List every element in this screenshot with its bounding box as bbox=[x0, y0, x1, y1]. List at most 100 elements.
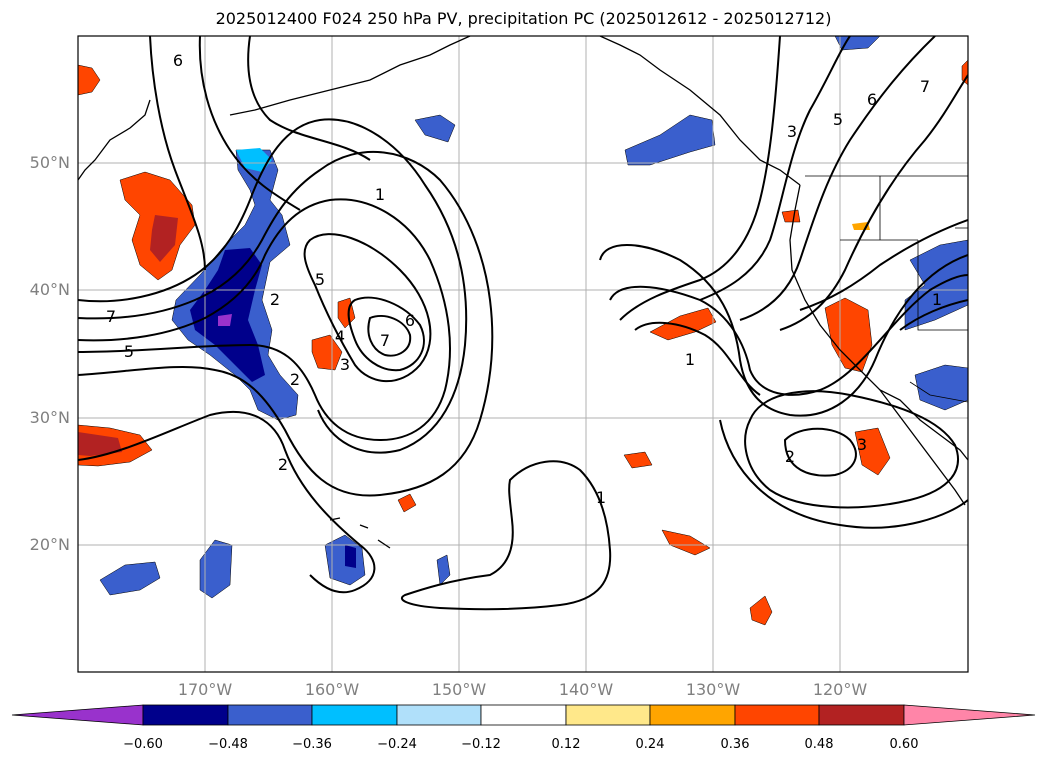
contour-tail-3 bbox=[247, 36, 371, 161]
lon-label-170w: 170°W bbox=[177, 680, 233, 699]
neg-field-light bbox=[236, 148, 272, 172]
borders bbox=[805, 175, 968, 403]
contour-sub-inner bbox=[783, 427, 857, 477]
contour-label: 5 bbox=[124, 342, 134, 361]
colorbar-extend-low bbox=[11, 704, 144, 726]
contour-ridge-5 bbox=[799, 219, 968, 311]
pos-field-b bbox=[311, 334, 343, 371]
coast-baja bbox=[879, 389, 966, 506]
neg-field-ne2 bbox=[624, 114, 716, 166]
contour-central-3 bbox=[634, 321, 761, 396]
contour-label-group: 7 5 6 5 4 3 2 2 1 6 7 1 2 1 3 5 6 7 1 2 … bbox=[106, 51, 942, 507]
border-us-mexico bbox=[909, 381, 968, 403]
contour-label: 2 bbox=[785, 447, 795, 466]
pos-field-h bbox=[661, 529, 711, 556]
contour-label: 3 bbox=[787, 122, 797, 141]
pos-field-nw-core bbox=[150, 215, 178, 262]
colorbar-tick-label: −0.36 bbox=[292, 737, 332, 752]
lat-label-50n: 50°N bbox=[29, 153, 70, 172]
colorbar-segment bbox=[818, 704, 905, 726]
colorbar-tick-label: 0.48 bbox=[804, 737, 834, 752]
contour-trough bbox=[78, 410, 376, 594]
colorbar-extend-high bbox=[903, 704, 1036, 726]
contour-low-inner2 bbox=[367, 315, 412, 357]
pos-field-j bbox=[781, 209, 801, 223]
contour-south bbox=[401, 460, 612, 611]
contour-label: 5 bbox=[833, 110, 843, 129]
contour-low bbox=[303, 233, 432, 383]
lon-label-150w: 150°W bbox=[431, 680, 487, 699]
neg-field-s bbox=[436, 554, 451, 586]
contour-label: 1 bbox=[375, 185, 385, 204]
contour-label: 6 bbox=[173, 51, 183, 70]
colorbar-tick-label: −0.12 bbox=[461, 737, 501, 752]
contour-label: 5 bbox=[315, 270, 325, 289]
lat-label-20n: 20°N bbox=[29, 535, 70, 554]
contour-tail bbox=[149, 36, 206, 271]
colorbar-tick-label: −0.60 bbox=[123, 737, 163, 752]
colorbar bbox=[11, 704, 1036, 726]
contour-ridge-1 bbox=[619, 36, 781, 321]
lon-label-160w: 160°W bbox=[304, 680, 360, 699]
colorbar-segment bbox=[734, 704, 820, 726]
colorbar-tick-label: 0.24 bbox=[635, 737, 665, 752]
pv-contours bbox=[78, 36, 968, 611]
coast-asia bbox=[78, 99, 151, 181]
pos-field-d bbox=[824, 297, 873, 373]
pos-field-i bbox=[749, 595, 773, 626]
lat-label-40n: 40°N bbox=[29, 280, 70, 299]
colorbar-segment bbox=[649, 704, 736, 726]
colorbar-tick-label: 0.60 bbox=[889, 737, 919, 752]
colorbar-tick-label: 0.12 bbox=[551, 737, 581, 752]
contour-sub bbox=[744, 390, 959, 509]
contour-west-3 bbox=[78, 118, 468, 454]
contour-label: 3 bbox=[857, 435, 867, 454]
contour-ridge-3 bbox=[739, 36, 936, 321]
contour-low-inner1 bbox=[347, 296, 425, 372]
neg-field-ne1 bbox=[414, 114, 456, 143]
pos-field-f bbox=[397, 493, 417, 513]
coast-alaska bbox=[599, 36, 801, 186]
lon-label-130w: 130°W bbox=[685, 680, 741, 699]
border-states bbox=[840, 176, 968, 331]
precip-positive-fields bbox=[78, 59, 968, 626]
contour-label: 6 bbox=[405, 311, 415, 330]
colorbar-segment bbox=[227, 704, 313, 726]
pos-field-c bbox=[649, 307, 717, 341]
lat-label-30n: 30°N bbox=[29, 408, 70, 427]
contour-ridge-2 bbox=[699, 36, 851, 301]
contour-label: 1 bbox=[596, 488, 606, 507]
map-title: 2025012400 F024 250 hPa PV, precipitatio… bbox=[215, 9, 832, 28]
colorbar-segment bbox=[396, 704, 482, 726]
contour-central-2 bbox=[609, 274, 968, 396]
contour-label: 6 bbox=[867, 90, 877, 109]
neg-field-sw3-core bbox=[345, 545, 356, 568]
neg-field-sw1 bbox=[99, 561, 161, 596]
contour-label: 2 bbox=[270, 290, 280, 309]
neg-field-purple bbox=[218, 314, 232, 326]
colorbar-tick-label: −0.24 bbox=[377, 737, 417, 752]
contour-label: 7 bbox=[380, 331, 390, 350]
pos-field-g bbox=[623, 451, 653, 469]
pos-field-w-core bbox=[78, 432, 122, 456]
colorbar-segment bbox=[480, 704, 567, 726]
contour-tail-2 bbox=[198, 36, 301, 211]
coast-aleutians bbox=[229, 36, 471, 116]
neg-field-sw2 bbox=[199, 539, 233, 599]
contour-west-1 bbox=[78, 150, 494, 497]
contour-label: 1 bbox=[932, 290, 942, 309]
map-frame bbox=[77, 35, 969, 673]
contour-label: 7 bbox=[920, 77, 930, 96]
pos-field-e bbox=[854, 427, 891, 476]
pos-field-far-nw bbox=[78, 64, 101, 96]
lon-label-140w: 140°W bbox=[558, 680, 614, 699]
precip-negative-fields bbox=[99, 36, 968, 599]
neg-field-coast2 bbox=[914, 364, 968, 411]
contour-label: 3 bbox=[340, 355, 350, 374]
colorbar-segment bbox=[565, 704, 651, 726]
contour-label: 4 bbox=[335, 327, 345, 346]
map-content bbox=[78, 36, 968, 672]
contour-west-2 bbox=[78, 198, 451, 442]
contour-sub-outer bbox=[719, 419, 968, 529]
